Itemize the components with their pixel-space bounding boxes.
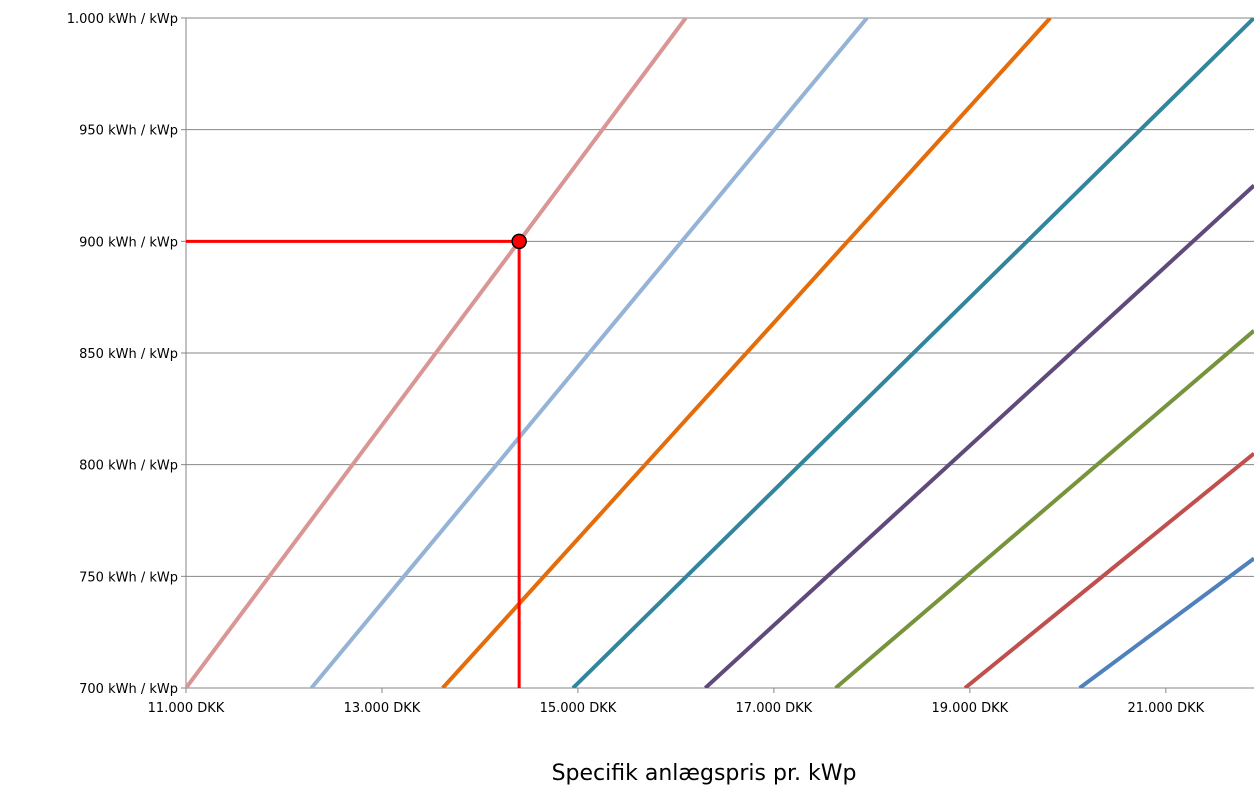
y-tick-label: 1.000 kWh / kWp: [67, 12, 178, 27]
series-line-3: [441, 18, 1052, 688]
x-tick-label: 19.000 DKK: [932, 701, 1009, 716]
annotation: [186, 233, 527, 688]
series-line-2: [309, 18, 869, 688]
x-tick-label: 15.000 DKK: [540, 701, 617, 716]
x-tick-label: 21.000 DKK: [1127, 701, 1204, 716]
series-line-7: [963, 451, 1254, 688]
axes: [181, 17, 1254, 693]
x-tick-label: 17.000 DKK: [736, 701, 813, 716]
y-tick-label: 800 kWh / kWp: [79, 459, 178, 474]
y-tick-label: 950 kWh / kWp: [79, 124, 178, 139]
x-tick-label: 11.000 DKK: [148, 701, 225, 716]
series-line-4: [571, 18, 1254, 688]
series-line-1: [186, 18, 688, 688]
gridlines: [186, 17, 1254, 577]
y-tick-label: 850 kWh / kWp: [79, 347, 178, 362]
x-tick-label: 13.000 DKK: [344, 701, 421, 716]
y-tick-label: 700 kWh / kWp: [79, 682, 178, 697]
series-lines: [186, 18, 1254, 688]
series-line-5: [703, 184, 1254, 688]
series-line-8: [1078, 556, 1254, 688]
y-tick-label: 900 kWh / kWp: [79, 235, 178, 250]
x-axis-label: Specifik anlægspris pr. kWp: [552, 761, 857, 786]
annotation-point: [511, 233, 527, 250]
y-tick-label: 750 kWh / kWp: [79, 570, 178, 585]
y-tick-labels: 700 kWh / kWp 750 kWh / kWp 800 kWh / kWp 8…: [67, 12, 178, 697]
x-tick-labels: 11.000 DKK 13.000 DKK 15.000 DKK 17.000 DKK…: [148, 701, 1205, 716]
series-line-6: [834, 329, 1254, 688]
